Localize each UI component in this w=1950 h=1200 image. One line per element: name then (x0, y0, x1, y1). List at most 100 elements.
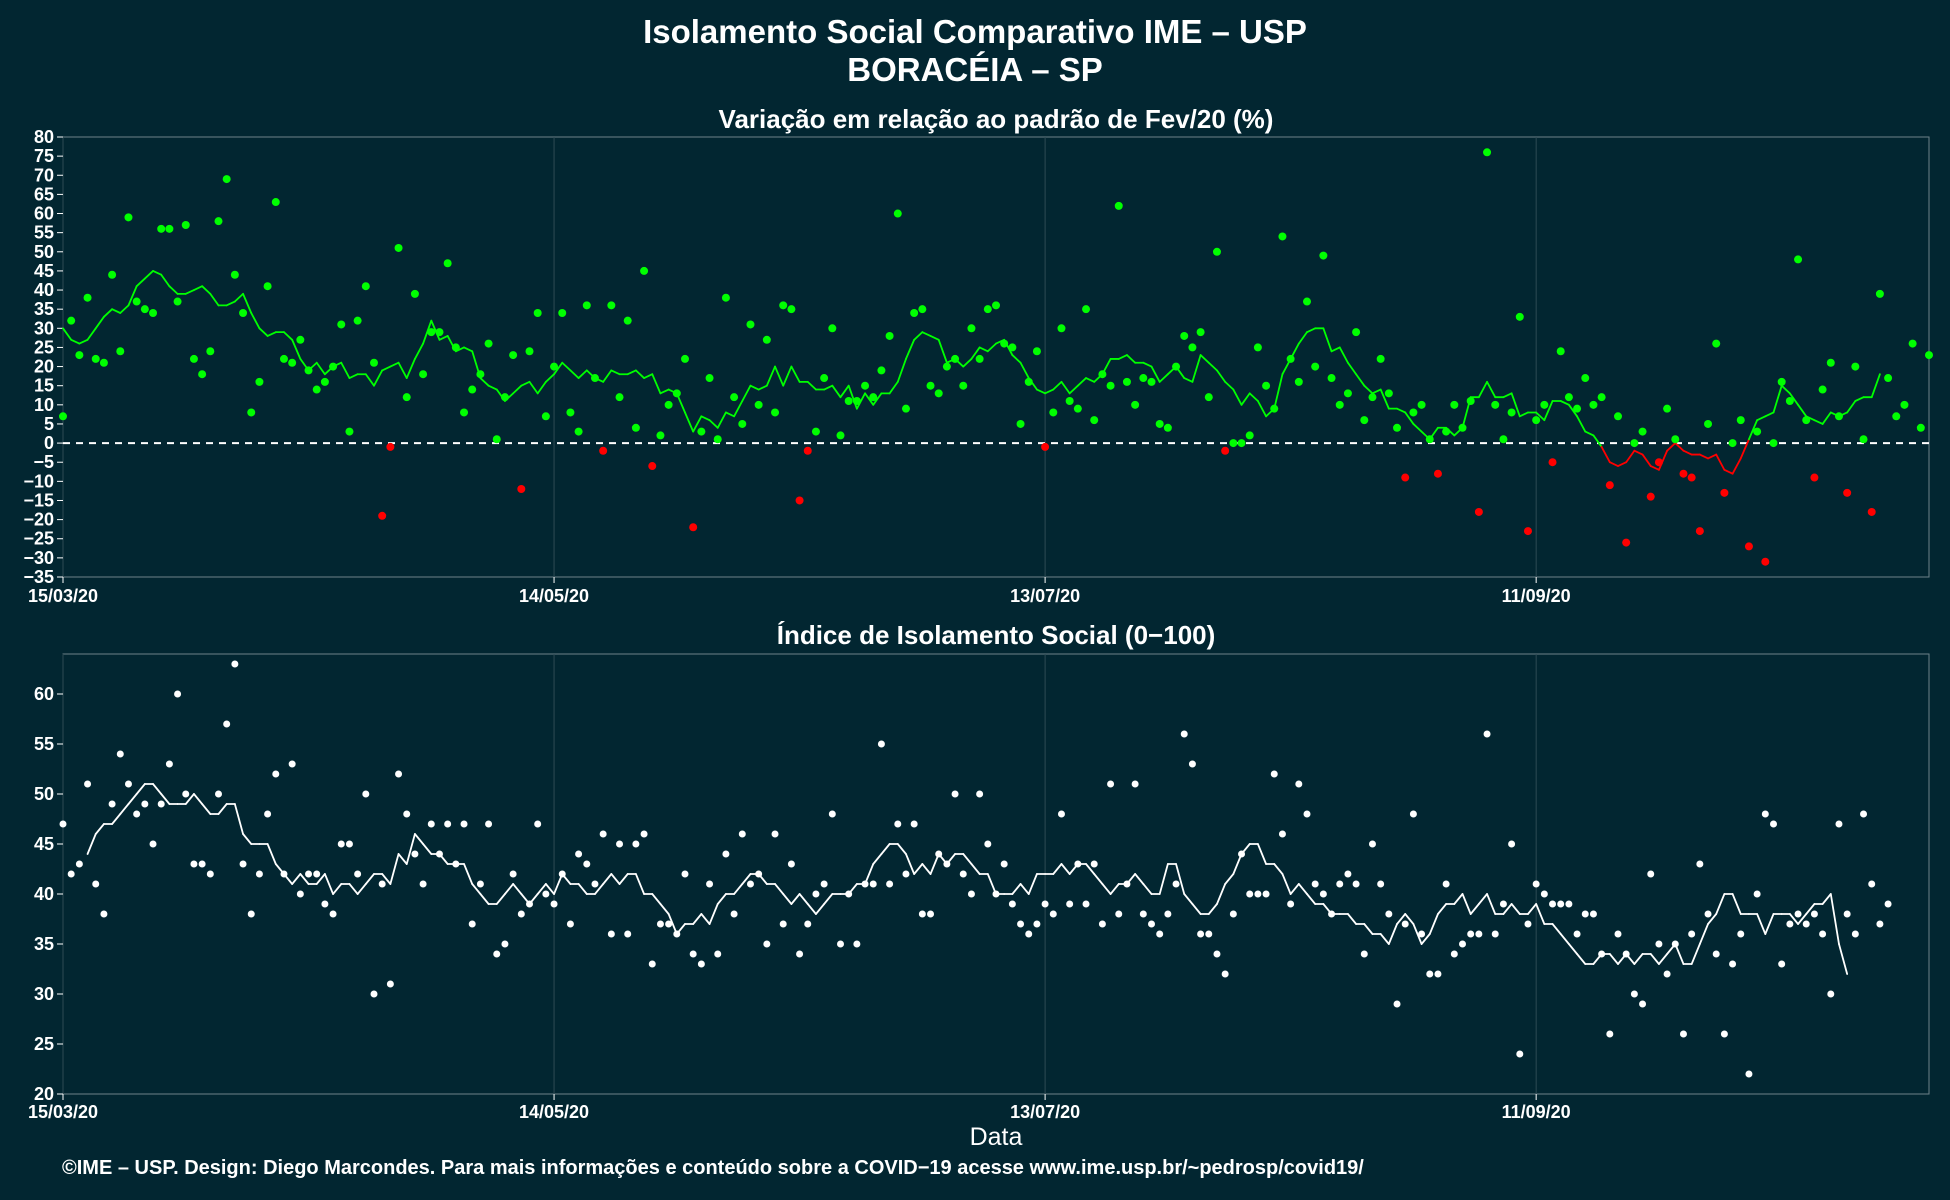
data-point (231, 660, 239, 668)
moving-average-segment (1559, 400, 1570, 406)
data-point (402, 393, 411, 402)
moving-average-segment (1191, 903, 1202, 915)
moving-average-segment (1567, 943, 1578, 955)
data-point (84, 780, 92, 788)
moving-average-segment (749, 384, 760, 391)
data-point (1352, 880, 1360, 888)
moving-average-segment (528, 380, 539, 395)
moving-average-segment (414, 833, 425, 845)
data-point (329, 910, 337, 918)
data-point (1646, 492, 1655, 501)
data-point (811, 427, 820, 436)
moving-average-segment (1453, 893, 1464, 905)
data-point (934, 389, 943, 398)
data-point (312, 385, 321, 394)
y-tick-label: 40 (34, 884, 54, 904)
data-point (648, 462, 657, 471)
x-tick-label: 11/09/20 (1502, 586, 1571, 606)
data-point (1835, 820, 1843, 828)
moving-average-segment (364, 873, 375, 885)
data-point (386, 980, 394, 988)
data-point (1523, 527, 1532, 536)
moving-average-segment (577, 883, 588, 895)
data-point (1303, 810, 1311, 818)
moving-average-segment (790, 893, 801, 905)
moving-average-segment (1690, 943, 1701, 965)
moving-average-segment (315, 361, 326, 376)
moving-average-segment (463, 863, 474, 885)
moving-average-segment (1404, 411, 1415, 425)
x-tick-label: 15/03/20 (28, 586, 98, 606)
data-point (1810, 473, 1819, 482)
data-point (1532, 416, 1541, 425)
data-point (1319, 251, 1328, 260)
moving-average-segment (504, 883, 515, 895)
data-point (1278, 830, 1286, 838)
moving-average-segment (716, 411, 727, 429)
moving-average-segment (1297, 331, 1308, 345)
moving-average-segment (1674, 943, 1685, 965)
data-point (1818, 385, 1827, 394)
data-point (1343, 389, 1352, 398)
data-point (1164, 910, 1172, 918)
moving-average-segment (1126, 354, 1137, 364)
data-point (550, 900, 558, 908)
moving-average-segment (1698, 453, 1709, 460)
x-tick-label: 13/07/20 (1010, 1102, 1080, 1122)
data-point (1564, 393, 1573, 402)
moving-average-segment (1371, 388, 1382, 395)
moving-average-segment (1543, 400, 1554, 422)
moving-average-segment (348, 373, 359, 379)
data-point (140, 305, 149, 314)
data-point (632, 840, 640, 848)
moving-average-segment (888, 380, 899, 395)
moving-average-segment (1649, 465, 1660, 471)
data-point (1598, 950, 1606, 958)
y-tick-label: 20 (34, 1084, 54, 1104)
moving-average-segment (184, 289, 195, 295)
data-point (1107, 780, 1115, 788)
data-point (1336, 880, 1344, 888)
data-point (223, 720, 231, 728)
data-point (1017, 920, 1025, 928)
data-point (1278, 232, 1287, 241)
data-point (1467, 930, 1475, 938)
data-point (1066, 900, 1074, 908)
moving-average-segment (217, 803, 228, 815)
data-point (1426, 970, 1434, 978)
moving-average-segment (1150, 365, 1161, 383)
moving-average-segment (618, 873, 629, 885)
data-point (124, 213, 133, 222)
chart-subtitle: BORACÉIA – SP (847, 51, 1103, 88)
data-point (484, 339, 493, 348)
moving-average-segment (389, 853, 400, 885)
data-point (672, 389, 681, 398)
moving-average-segment (1387, 923, 1398, 945)
moving-average-segment (602, 873, 613, 885)
data-point (935, 850, 943, 858)
data-point (967, 890, 975, 898)
data-point (1925, 351, 1933, 360)
data-point (1327, 374, 1336, 383)
moving-average-segment (1101, 883, 1112, 895)
data-point (1245, 431, 1254, 440)
moving-average-segment (716, 893, 727, 905)
data-point (370, 990, 378, 998)
data-point (419, 880, 427, 888)
data-point (460, 408, 469, 417)
data-point (1311, 362, 1320, 371)
data-point (1262, 381, 1271, 390)
data-point (656, 431, 665, 440)
moving-average-segment (1510, 392, 1521, 418)
data-point (689, 950, 697, 958)
moving-average-segment (1036, 388, 1047, 395)
data-point (1098, 920, 1106, 928)
y-tick-label: 75 (34, 146, 54, 166)
moving-average-segment (1748, 419, 1759, 441)
moving-average-segment (896, 843, 907, 855)
y-tick-label: 50 (34, 784, 54, 804)
data-point (370, 358, 378, 367)
data-point (869, 880, 877, 888)
moving-average-segment (397, 361, 408, 379)
